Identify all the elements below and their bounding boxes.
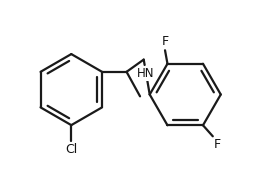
Text: F: F [214,138,221,151]
Text: HN: HN [137,67,155,80]
Text: F: F [161,35,168,48]
Text: Cl: Cl [65,143,77,156]
